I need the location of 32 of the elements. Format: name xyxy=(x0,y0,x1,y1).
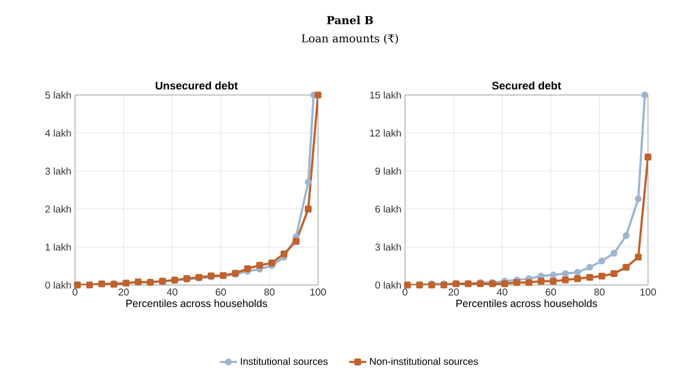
y-tick-label: 3 lakh xyxy=(45,167,71,175)
y-tick-label: 5 lakh xyxy=(45,91,71,99)
x-tick-label: 60 xyxy=(216,288,226,296)
y-tick-label: 12 lakh xyxy=(370,129,401,137)
y-tick-label: 1 lakh xyxy=(46,243,71,251)
y-tick-label: 9 lakh xyxy=(375,167,401,175)
y-tick-label: 0 lakh xyxy=(375,281,401,289)
x-axis-title: Percentiles across households xyxy=(126,299,268,308)
chart-title: Secured debt xyxy=(492,81,562,90)
legend-label: Non-institutional sources xyxy=(370,358,478,365)
x-tick-label: 60 xyxy=(546,288,556,296)
y-tick-label: 3 lakh xyxy=(375,243,401,251)
y-tick-label: 2 lakh xyxy=(45,205,71,213)
text: Loan amounts (₹) xyxy=(302,34,398,44)
x-tick-label: 0 xyxy=(72,288,78,296)
x-tick-label: 100 xyxy=(640,288,656,296)
text: Panel B xyxy=(326,16,374,24)
y-tick-label: 0 lakh xyxy=(45,281,71,289)
x-tick-label: 80 xyxy=(264,288,275,296)
text: Unsecured debt xyxy=(156,81,238,90)
x-tick-label: 80 xyxy=(594,288,605,296)
x-tick-label: 100 xyxy=(310,288,326,296)
y-tick-label: 4 lakh xyxy=(45,129,71,137)
x-tick-label: 20 xyxy=(118,288,129,296)
x-axis-title: Percentiles across households xyxy=(456,299,598,308)
x-tick-label: 20 xyxy=(448,288,459,296)
x-tick-label: 0 xyxy=(402,288,408,296)
legend-label: Institutional sources xyxy=(240,358,328,365)
x-tick-label: 40 xyxy=(496,288,508,296)
x-tick-label: 40 xyxy=(166,288,178,296)
y-tick-label: 15 lakh xyxy=(370,91,401,99)
y-tick-label: 6 lakh xyxy=(375,205,401,213)
